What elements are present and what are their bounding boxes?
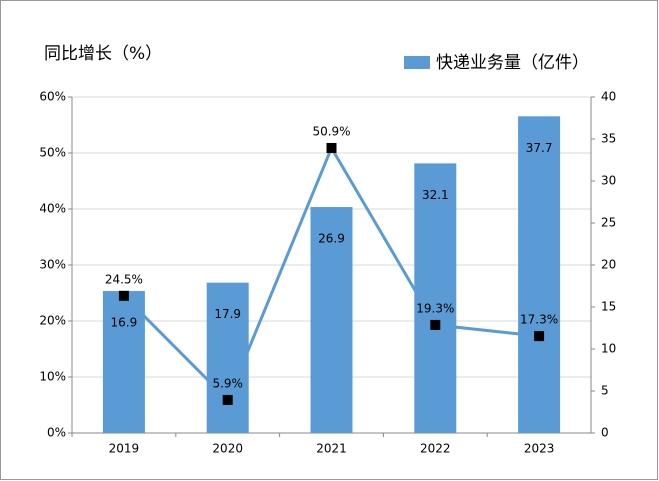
y-tick-label: 50% bbox=[39, 146, 66, 160]
bar bbox=[206, 282, 249, 433]
y-tick-label: 20% bbox=[39, 314, 66, 328]
x-tick-label: 2023 bbox=[524, 442, 555, 456]
bar bbox=[518, 116, 561, 433]
y-axis-title: 同比增长（%） bbox=[44, 44, 162, 64]
y2-tick-label: 30 bbox=[601, 174, 616, 188]
marker bbox=[430, 319, 441, 330]
y2-tick-label: 35 bbox=[601, 132, 616, 146]
marker bbox=[534, 331, 545, 342]
y2-tick-label: 40 bbox=[601, 90, 616, 104]
y2-tick-label: 10 bbox=[601, 342, 616, 356]
y-tick-label: 40% bbox=[39, 202, 66, 216]
marker bbox=[118, 290, 129, 301]
x-tick-label: 2020 bbox=[212, 442, 243, 456]
bar-value-label: 16.9 bbox=[111, 316, 138, 330]
bar bbox=[102, 291, 145, 433]
bar-value-label: 32.1 bbox=[422, 188, 449, 202]
bar-value-label: 26.9 bbox=[318, 232, 345, 246]
bar-value-label: 37.7 bbox=[526, 141, 553, 155]
line-value-label: 19.3% bbox=[416, 301, 454, 315]
line-value-label: 5.9% bbox=[212, 376, 243, 390]
y2-tick-label: 20 bbox=[601, 258, 616, 272]
legend-label: 快递业务量（亿件） bbox=[436, 53, 589, 73]
y-tick-label: 60% bbox=[39, 90, 66, 104]
marker bbox=[326, 142, 337, 153]
y2-tick-label: 0 bbox=[601, 426, 609, 440]
y-tick-label: 30% bbox=[39, 258, 66, 272]
line-value-label: 17.3% bbox=[520, 313, 558, 327]
line-value-label: 50.9% bbox=[312, 124, 350, 138]
x-tick-label: 2019 bbox=[109, 442, 140, 456]
x-tick-label: 2021 bbox=[316, 442, 347, 456]
line-value-label: 24.5% bbox=[105, 272, 143, 286]
bar bbox=[310, 207, 353, 433]
bar-value-label: 17.9 bbox=[214, 307, 241, 321]
y-tick-label: 0% bbox=[47, 426, 66, 440]
y2-tick-label: 15 bbox=[601, 300, 616, 314]
marker bbox=[222, 394, 233, 405]
x-tick-label: 2022 bbox=[420, 442, 451, 456]
y-tick-label: 10% bbox=[39, 370, 66, 384]
legend-swatch bbox=[404, 56, 430, 69]
y2-tick-label: 5 bbox=[601, 384, 609, 398]
y2-tick-label: 25 bbox=[601, 216, 616, 230]
